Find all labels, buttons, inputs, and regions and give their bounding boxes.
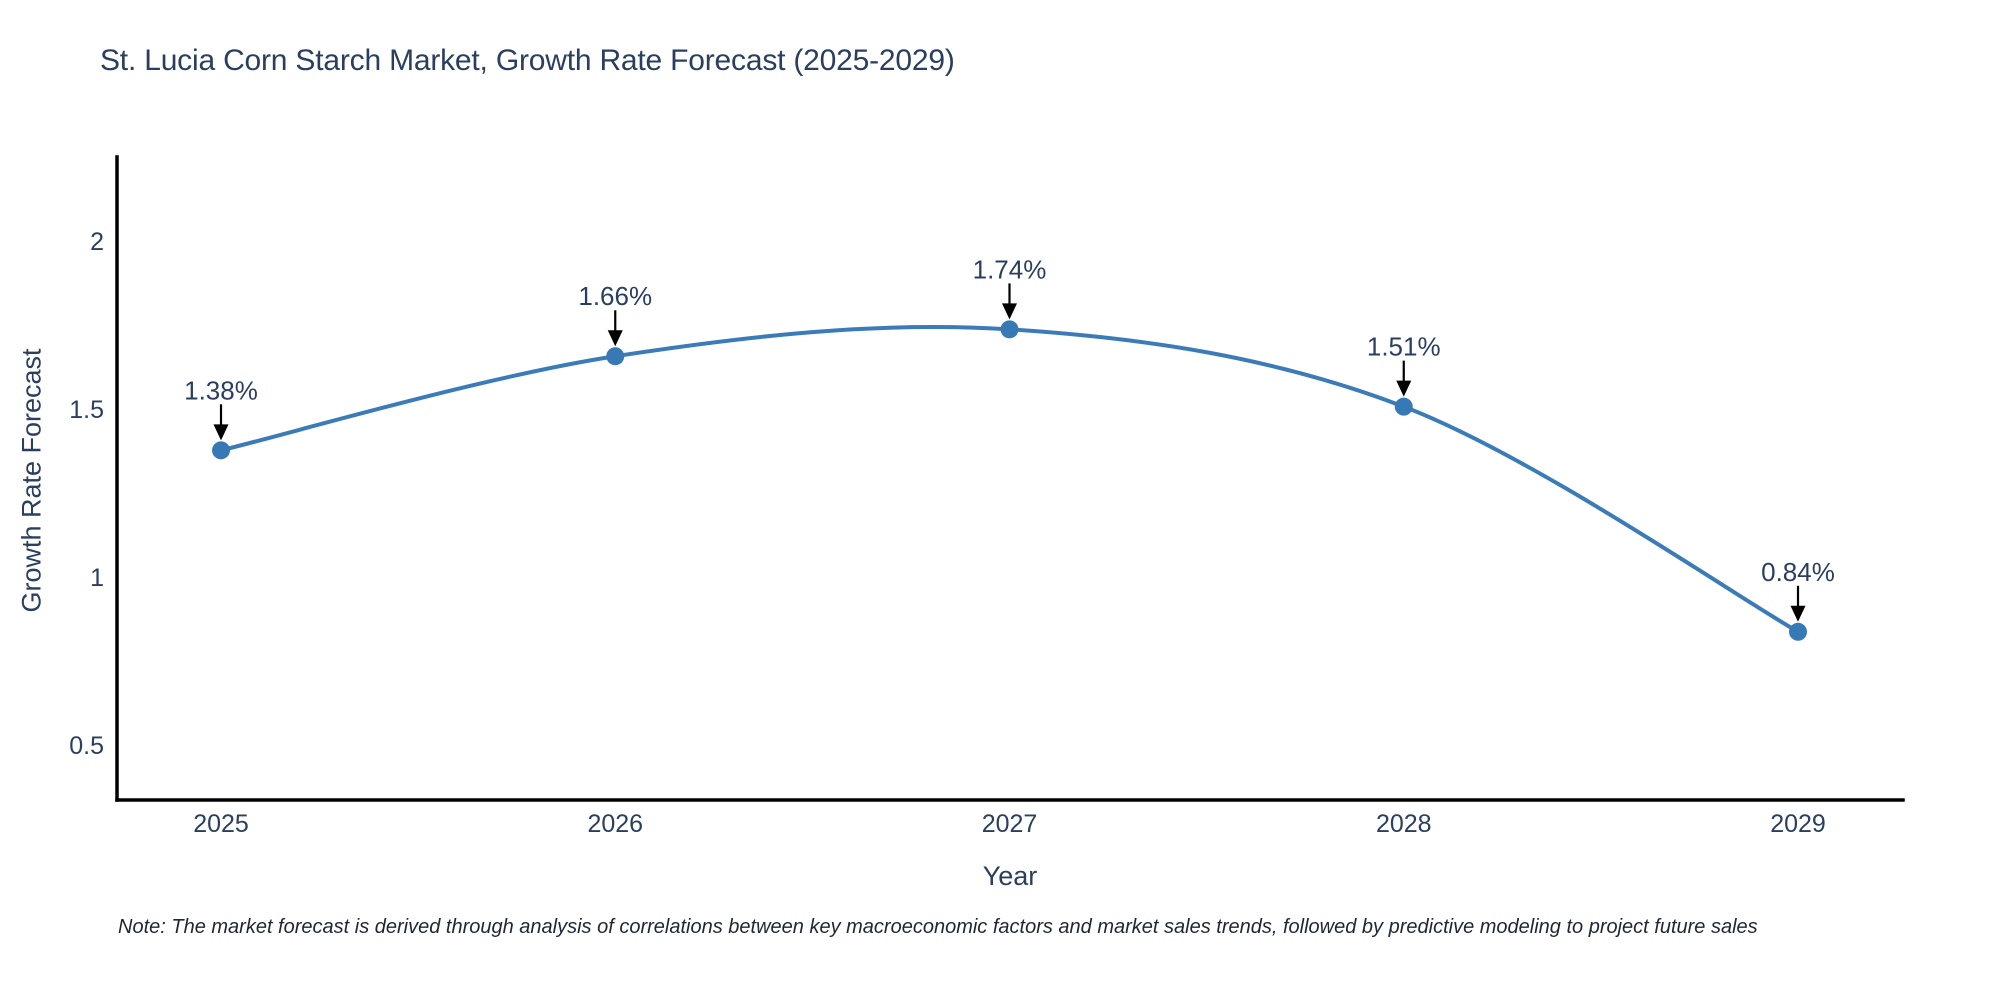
data-point-label: 1.51% [1367, 332, 1441, 362]
x-tick-label: 2027 [982, 810, 1038, 838]
y-tick-label: 1.5 [69, 396, 104, 424]
data-point-label: 1.66% [578, 281, 652, 311]
footnote-text: Note: The market forecast is derived thr… [118, 916, 1758, 938]
data-point-label: 1.38% [184, 375, 258, 405]
data-point-2025 [212, 441, 230, 460]
annotation-arrow-head [1396, 380, 1412, 397]
chart-title: St. Lucia Corn Starch Market, Growth Rat… [100, 44, 955, 77]
data-point-2026 [606, 347, 625, 366]
data-point-2028 [1394, 397, 1413, 416]
annotation-arrow-head [213, 424, 229, 441]
x-tick-label: 2025 [193, 810, 249, 838]
data-point-label: 1.74% [973, 254, 1047, 284]
x-tick-label: 2026 [587, 810, 643, 838]
y-tick-label: 1 [90, 564, 104, 592]
annotation-arrow-head [607, 330, 623, 347]
x-axis-title: Year [982, 861, 1038, 891]
annotation-arrow-head [1790, 605, 1806, 622]
y-axis-title: Growth Rate Forecast [16, 348, 47, 613]
y-tick-label: 2 [90, 228, 104, 256]
annotation-arrow-head [1002, 303, 1017, 320]
trend-line [219, 324, 1800, 634]
x-tick-label: 2029 [1770, 810, 1826, 838]
data-point-2029 [1789, 622, 1807, 641]
y-tick-label: 0.5 [69, 732, 104, 760]
data-point-label: 0.84% [1761, 557, 1835, 587]
x-tick-label: 2028 [1376, 810, 1432, 838]
data-point-2027 [1000, 320, 1019, 339]
